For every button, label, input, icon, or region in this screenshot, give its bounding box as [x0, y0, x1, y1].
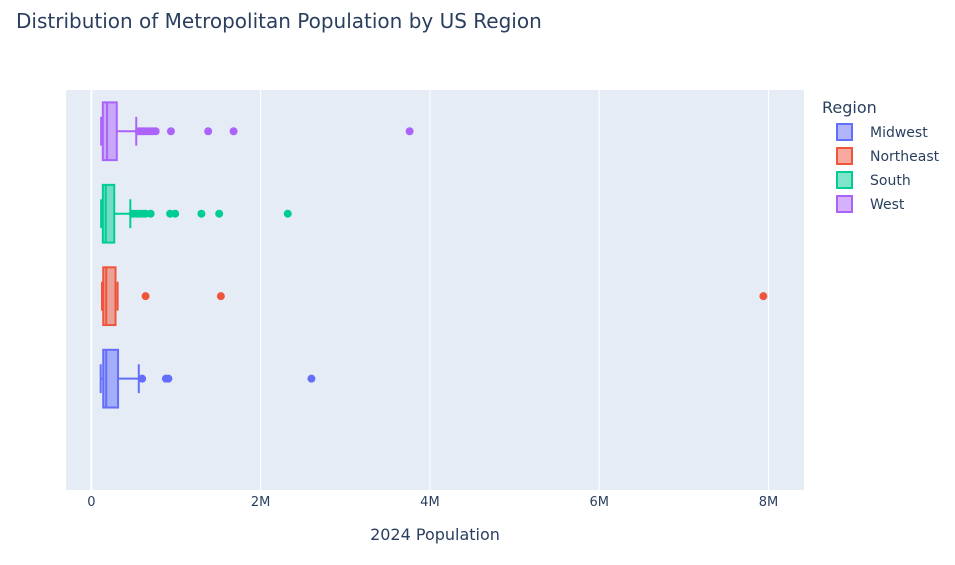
legend[interactable]: Region Midwest Northeast South West — [822, 98, 940, 213]
outlier-point-5[interactable] — [146, 209, 155, 218]
x-tick-label-1: 2M — [251, 495, 271, 510]
legend-title: Region — [822, 98, 877, 117]
legend-item-northeast[interactable]: Northeast — [836, 147, 940, 165]
outlier-point-2[interactable] — [164, 374, 173, 383]
legend-swatch — [836, 123, 853, 141]
iqr-box — [101, 101, 118, 162]
outlier-point-10[interactable] — [405, 127, 414, 136]
gridlines — [90, 90, 769, 490]
legend-swatch — [836, 171, 853, 189]
iqr-box — [102, 266, 117, 327]
x-tick-label-2: 4M — [420, 495, 440, 510]
box-midwest[interactable] — [99, 348, 316, 409]
outlier-point-3[interactable] — [307, 374, 316, 383]
outlier-point-9[interactable] — [215, 209, 224, 218]
outlier-point-8[interactable] — [197, 209, 206, 218]
legend-swatch — [836, 195, 853, 213]
legend-item-midwest[interactable]: Midwest — [836, 123, 928, 141]
x-axis-ticks: 0 2M 4M 6M 8M — [87, 495, 778, 510]
legend-label: South — [870, 173, 911, 189]
box-northeast[interactable] — [100, 266, 768, 327]
legend-label: Midwest — [870, 125, 928, 141]
outlier-point-0[interactable] — [138, 374, 147, 383]
legend-label: West — [870, 197, 905, 213]
legend-swatch — [836, 147, 853, 165]
outlier-point-10[interactable] — [283, 209, 292, 218]
outlier-point-7[interactable] — [171, 209, 180, 218]
chart-title: Distribution of Metropolitan Population … — [16, 9, 542, 33]
outlier-point-1[interactable] — [216, 292, 225, 301]
legend-label: Northeast — [870, 149, 940, 165]
outlier-point-6[interactable] — [151, 127, 160, 136]
outlier-point-0[interactable] — [141, 292, 150, 301]
box-south[interactable] — [100, 183, 292, 244]
x-tick-label-0: 0 — [87, 495, 95, 510]
box-traces — [99, 101, 768, 409]
iqr-box — [101, 183, 116, 244]
x-tick-label-4: 8M — [759, 495, 779, 510]
x-axis-label: 2024 Population — [370, 525, 500, 544]
outlier-point-9[interactable] — [229, 127, 238, 136]
legend-item-south[interactable]: South — [836, 171, 911, 189]
x-tick-label-3: 6M — [589, 495, 609, 510]
plot-area — [66, 90, 804, 490]
outlier-point-7[interactable] — [166, 127, 175, 136]
legend-item-west[interactable]: West — [836, 195, 905, 213]
outlier-point-2[interactable] — [759, 292, 768, 301]
outlier-point-8[interactable] — [204, 127, 213, 136]
box-west[interactable] — [100, 101, 414, 162]
